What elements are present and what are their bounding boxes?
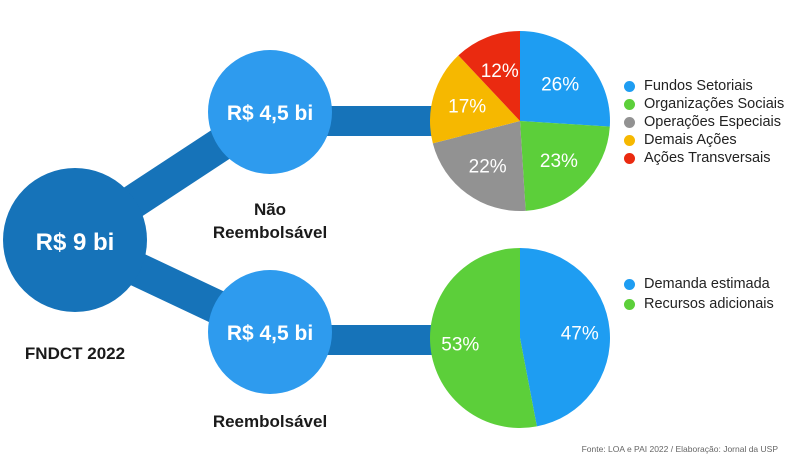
branch-circle-reimbursable	[208, 270, 332, 394]
legend-item-demais-acoes: Demais Ações	[624, 131, 784, 149]
pie-label-operacoes-especiais: 22%	[469, 156, 507, 177]
legend-label: Fundos Setoriais	[644, 78, 753, 94]
total-label: FNDCT 2022	[25, 344, 125, 363]
pie-label-demanda-estimada: 47%	[561, 323, 599, 344]
branch-label-non-reimbursable-line1: Não	[254, 200, 286, 219]
legend-item-organizacoes-sociais: Organizações Sociais	[624, 95, 784, 113]
legend-item-acoes-transversais: Ações Transversais	[624, 149, 784, 167]
legend-swatch	[624, 298, 635, 310]
legend-item-fundos-setoriais: Fundos Setoriais	[624, 77, 784, 95]
legend-label: Recursos adicionais	[644, 296, 774, 312]
legend-label: Ações Transversais	[644, 150, 771, 166]
branch-label-reimbursable: Reembolsável	[213, 412, 327, 431]
pie-label-organizacoes-sociais: 23%	[540, 151, 578, 172]
branch-value-reimbursable: R$ 4,5 bi	[227, 322, 313, 345]
legend-swatch	[624, 116, 635, 128]
pie-chart-reimbursable: 47% 53%	[430, 248, 611, 428]
pie-slice-acoes-transversais	[458, 31, 520, 121]
pie-label-acoes-transversais: 12%	[481, 61, 519, 82]
legend-swatch	[624, 80, 635, 92]
legend-item-recursos-adicionais: Recursos adicionais	[624, 294, 774, 314]
legend-label: Operações Especiais	[644, 114, 782, 130]
branch-circle-non-reimbursable	[208, 50, 332, 174]
pie-slice-recursos-adicionais	[430, 248, 537, 428]
pie-chart-non-reimbursable: 26% 23% 22% 17% 12%	[430, 31, 610, 211]
legend-label: Demais Ações	[644, 132, 737, 148]
pie-slice-operacoes-especiais	[432, 121, 526, 211]
legend-item-operacoes-especiais: Operações Especiais	[624, 113, 784, 131]
legend-label: Demanda estimada	[644, 276, 770, 292]
branch-label-non-reimbursable-line2: Reembolsável	[213, 223, 327, 242]
branch-value-non-reimbursable: R$ 4,5 bi	[227, 102, 313, 125]
total-value: R$ 9 bi	[36, 229, 115, 256]
pie-label-recursos-adicionais: 53%	[441, 335, 479, 356]
legend-item-demanda-estimada: Demanda estimada	[624, 274, 774, 294]
legend-swatch	[624, 134, 635, 146]
legend-swatch	[624, 152, 635, 164]
source-note: Fonte: LOA e PAI 2022 / Elaboração: Jorn…	[581, 444, 778, 454]
pie-slice-fundos-setoriais	[520, 31, 610, 127]
legend-non-reimbursable: Fundos Setoriais Organizações Sociais Oper…	[624, 77, 784, 167]
legend-swatch	[624, 98, 635, 110]
legend-label: Organizações Sociais	[644, 96, 785, 112]
pie-slice-organizacoes-sociais	[520, 121, 610, 211]
total-circle	[3, 168, 147, 312]
pie-label-demais-acoes: 17%	[448, 97, 486, 118]
pie-slice-demanda-estimada	[520, 248, 611, 427]
pie-label-fundos-setoriais: 26%	[541, 74, 579, 95]
legend-reimbursable: Demanda estimada Recursos adicionais	[624, 274, 774, 314]
pie-slice-demais-acoes	[430, 55, 520, 144]
legend-swatch	[624, 278, 635, 290]
